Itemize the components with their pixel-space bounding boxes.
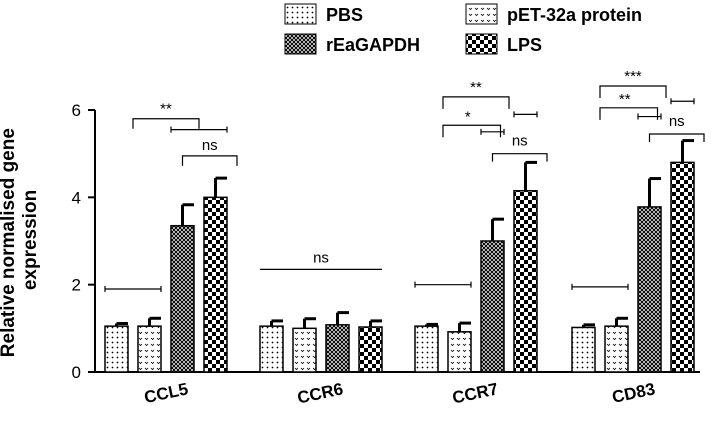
- legend-label-0: PBS: [326, 5, 363, 25]
- pair-line: [513, 111, 538, 118]
- pair-line: [480, 128, 505, 135]
- x-category-label: CCR6: [296, 379, 345, 407]
- pair-line: [170, 126, 228, 133]
- x-category-label: CD83: [610, 379, 656, 407]
- bar-ccr7-0: [414, 325, 439, 373]
- x-category-label: CCL5: [142, 379, 189, 407]
- bar-ccr6-2: [325, 324, 350, 373]
- bar-ccr6-0: [259, 325, 284, 373]
- y-tick-label: 2: [72, 276, 81, 295]
- y-tick-label: 6: [72, 101, 81, 120]
- y-axis-title-line-2: expression: [20, 190, 41, 290]
- pair-line: [637, 113, 662, 120]
- y-tick-label: 0: [72, 363, 81, 382]
- significance-label: ns: [202, 137, 218, 154]
- legend: PBS pET-32a protein rEaGAPDH LPS: [284, 3, 642, 55]
- significance-bracket: [599, 85, 667, 98]
- bar-ccr6-3: [358, 326, 383, 373]
- legend-label-3: LPS: [507, 35, 542, 55]
- significance-label: **: [470, 79, 482, 96]
- x-category-label: CCR7: [451, 379, 500, 407]
- significance-bracket: [181, 155, 238, 166]
- significance-label: ns: [669, 113, 685, 130]
- significance-label: *: [465, 108, 471, 125]
- bar-ccr6-1: [292, 327, 317, 373]
- significance-bracket: [491, 153, 548, 162]
- significance-label: ***: [624, 68, 642, 85]
- legend-label-2: rEaGAPDH: [326, 35, 420, 55]
- bar-ccr7-1: [447, 331, 472, 373]
- pair-line: [670, 98, 695, 105]
- pair-line: [414, 281, 472, 288]
- bar-ccr7-2: [480, 240, 505, 373]
- pair-line: [104, 286, 162, 293]
- bars-group: [104, 139, 695, 373]
- significance-label: **: [619, 91, 631, 108]
- pair-line: [571, 283, 629, 290]
- legend-swatch-2: [284, 33, 317, 55]
- bar-ccr7-3: [513, 190, 538, 373]
- bar-cd83-1: [604, 325, 629, 373]
- significance-bracket: [132, 118, 200, 129]
- bar-cd83-2: [637, 206, 662, 373]
- bar-ccl5-0: [104, 325, 129, 373]
- significance-bracket: [599, 107, 659, 120]
- legend-label-1: pET-32a protein: [507, 5, 642, 25]
- significance-label: **: [160, 101, 172, 118]
- significance-bracket: [442, 96, 510, 109]
- significance-label: ns: [313, 249, 329, 266]
- legend-swatch-3: [465, 33, 498, 55]
- bar-cd83-3: [670, 161, 695, 373]
- significance-bracket: [648, 133, 705, 143]
- bar-ccl5-2: [170, 224, 195, 373]
- y-tick-label: 4: [72, 188, 81, 207]
- legend-swatch-1: [465, 3, 498, 25]
- bar-ccl5-1: [137, 325, 162, 373]
- bar-cd83-0: [571, 326, 596, 373]
- legend-swatch-0: [284, 3, 317, 25]
- y-axis-title-line-1: Relative normalised gene: [0, 128, 19, 357]
- significance-label: ns: [512, 133, 528, 150]
- bar-ccl5-3: [203, 196, 228, 373]
- y-axis-title: Relative normalised gene expression: [0, 123, 41, 357]
